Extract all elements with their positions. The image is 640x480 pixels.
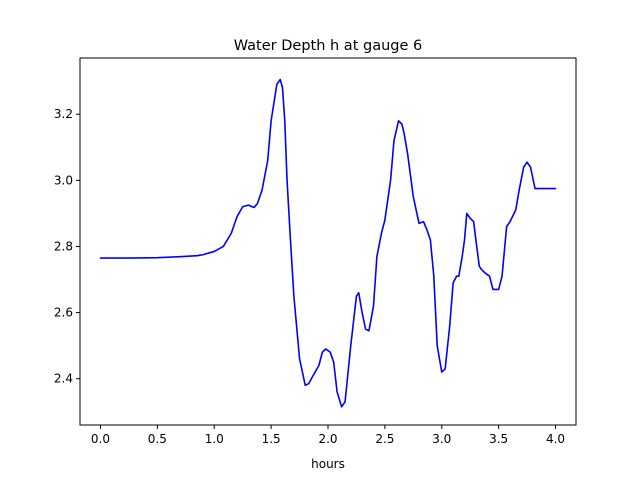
x-tick-label-7: 3.5 — [489, 432, 508, 446]
y-tick-label-3: 3.0 — [54, 173, 73, 187]
chart-title: Water Depth h at gauge 6 — [234, 38, 422, 54]
y-tick-label-2: 2.8 — [54, 239, 73, 253]
x-tick-label-0: 0.0 — [91, 432, 110, 446]
x-tick-label-6: 3.0 — [432, 432, 451, 446]
x-tick-label-4: 2.0 — [318, 432, 337, 446]
x-tick-label-8: 4.0 — [546, 432, 565, 446]
plot-area: 0.0 0.5 1.0 1.5 2.0 2.5 3.0 3.5 4.0 2.4 2.6 2.8 3.0 3… — [54, 57, 577, 446]
x-tick-label-1: 0.5 — [148, 432, 167, 446]
x-tick-label-2: 1.0 — [205, 432, 224, 446]
y-tick-label-4: 3.2 — [54, 107, 73, 121]
y-tick-label-0: 2.4 — [54, 372, 73, 386]
x-tick-label-5: 2.5 — [375, 432, 394, 446]
x-tick-label-3: 1.5 — [262, 432, 281, 446]
x-axis-label: hours — [311, 457, 345, 471]
y-tick-label-1: 2.6 — [54, 306, 73, 320]
series-line-0 — [99, 78, 557, 408]
